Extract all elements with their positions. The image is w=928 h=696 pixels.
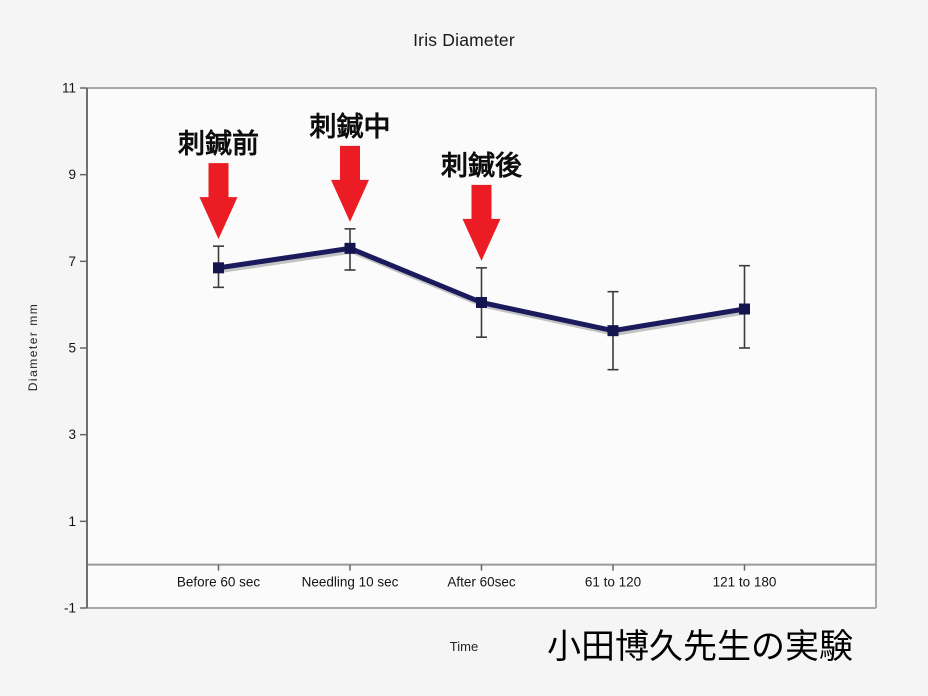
annotation-label: 刺鍼中 [310,112,391,142]
x-axis-title: Time [449,639,479,654]
annotation-arrow-icon [462,184,501,261]
data-point-marker [476,297,487,308]
y-tick-label: 5 [68,341,76,356]
data-point-marker [739,303,750,315]
y-tick-label: -1 [64,601,76,616]
x-tick-label: 121 to 180 [713,575,777,590]
x-tick-label: After 60sec [447,575,516,590]
data-point-marker [607,325,619,337]
y-tick-label: 11 [62,81,76,96]
annotation-label: 刺鍼前 [178,128,259,159]
annotation-arrow-icon [199,163,238,240]
chart-title: Iris Diameter [413,30,515,50]
x-tick-label: 61 to 120 [585,575,641,590]
experiment-caption: 小田博久先生の実験 [547,628,853,666]
annotation-label: 刺鍼後 [441,151,523,181]
y-tick-label: 1 [68,514,76,529]
x-tick-label: Before 60 sec [177,575,261,590]
data-point-marker [344,242,356,254]
annotation-arrow-icon [331,145,369,222]
x-tick-label: Needling 10 sec [302,575,399,590]
data-point-marker [213,262,224,274]
y-tick-label: 7 [68,254,76,269]
y-tick-label: 3 [68,427,76,442]
y-tick-label: 9 [68,167,76,182]
